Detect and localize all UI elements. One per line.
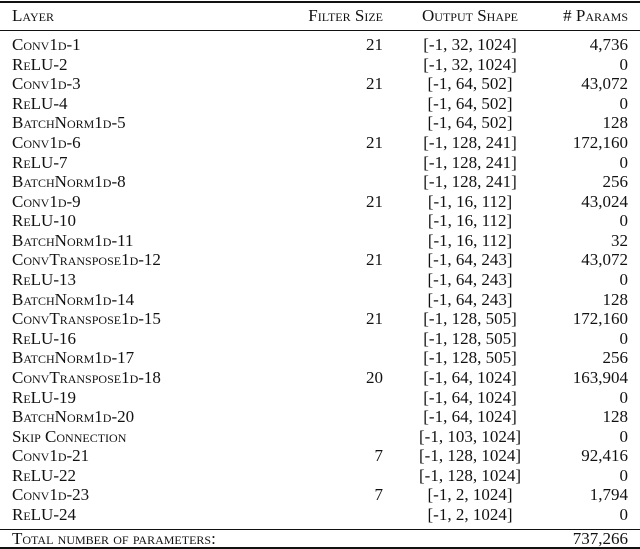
layer-name: ReLU-10 (12, 211, 76, 231)
table-cell: [-1, 64, 243] (427, 270, 513, 289)
layer-name: BatchNorm1d-8 (12, 172, 126, 192)
table-cell: [-1, 64, 243] (427, 289, 513, 309)
table-cell: 20 (366, 367, 383, 387)
table-cell: [-1, 128, 505] (423, 328, 517, 348)
table-cell: 7 (374, 446, 384, 466)
table-cell: [-1, 64, 502] (427, 113, 513, 133)
bottom-rule (0, 547, 640, 549)
table-cell: [-1, 64, 243] (427, 250, 513, 270)
layer-name: ReLU-24 (12, 505, 76, 524)
table-cell: 32 (611, 230, 628, 250)
footer-label: Total number of parameters: (12, 529, 216, 548)
layer-name: ReLU-2 (12, 54, 68, 74)
table-cell: 172,160 (572, 132, 628, 152)
table-cell: 21 (366, 191, 383, 211)
table-cell: 163,904 (572, 367, 628, 387)
table-cell: 92,416 (581, 446, 628, 466)
table-cell: 0 (619, 211, 629, 231)
table-cell: [-1, 128, 505] (423, 309, 517, 329)
header-cell: Filter Size (308, 6, 383, 25)
table-cell: 43,072 (581, 74, 628, 94)
table-cell: 128 (602, 407, 629, 427)
table-cell: 128 (602, 113, 629, 133)
table-cell: [-1, 128, 1024] (419, 465, 521, 485)
table-cell: [-1, 128, 241] (423, 152, 517, 172)
layer-name: Conv1d-1 (12, 35, 81, 54)
table-cell: 0 (619, 152, 629, 172)
layer-name: ReLU-7 (12, 152, 68, 172)
layer-name: Conv1d-23 (12, 485, 90, 505)
table-cell: [-1, 128, 241] (423, 132, 517, 152)
table-cell: [-1, 128, 241] (423, 172, 517, 192)
table-cell: 256 (602, 172, 629, 192)
table-cell: [-1, 2, 1024] (427, 505, 513, 524)
layer-name: ConvTranspose1d-18 (12, 367, 161, 387)
header-cell: # Params (563, 6, 628, 25)
table-cell: 21 (366, 132, 383, 152)
layer-name: Conv1d-21 (12, 446, 90, 466)
table-cell: [-1, 32, 1024] (423, 54, 517, 74)
table-cell: 21 (366, 250, 383, 270)
table-cell: 43,072 (581, 250, 628, 270)
layer-name: BatchNorm1d-11 (12, 230, 134, 250)
layer-name: BatchNorm1d-17 (12, 348, 135, 368)
table-cell: 0 (619, 93, 629, 113)
table-cell: [-1, 64, 502] (427, 74, 513, 94)
table-cell: 0 (619, 505, 629, 524)
table-cell: 128 (602, 289, 629, 309)
table-cell: 7 (374, 485, 384, 505)
layer-name: Conv1d-9 (12, 191, 81, 211)
header-cell: Layer (12, 6, 54, 25)
table-cell: 0 (619, 328, 629, 348)
table-cell: [-1, 64, 502] (427, 93, 513, 113)
layer-name: ReLU-13 (12, 270, 76, 289)
table-cell: [-1, 16, 112] (427, 211, 513, 231)
layer-name: ReLU-4 (12, 93, 68, 113)
table-cell: [-1, 32, 1024] (423, 35, 517, 54)
table-cell: [-1, 64, 1024] (423, 387, 517, 407)
table-cell: 0 (619, 54, 629, 74)
table-cell: 43,024 (581, 191, 628, 211)
table-cell: 0 (619, 426, 629, 446)
layer-name: ReLU-22 (12, 465, 76, 485)
layer-name: Skip Connection (12, 426, 127, 446)
table-cell: 21 (366, 309, 383, 329)
table-cell: [-1, 103, 1024] (419, 426, 521, 446)
table-cell: [-1, 128, 1024] (419, 446, 521, 466)
layer-name: Conv1d-3 (12, 74, 81, 94)
table-cell: [-1, 16, 112] (427, 191, 513, 211)
footer-total: 737,266 (572, 529, 628, 548)
table-cell: [-1, 2, 1024] (427, 485, 513, 505)
layer-name: ReLU-16 (12, 328, 76, 348)
layer-name: Conv1d-6 (12, 132, 81, 152)
table-cell: 1,794 (589, 485, 628, 505)
table-cell: 0 (619, 387, 629, 407)
layer-name: BatchNorm1d-20 (12, 407, 135, 427)
table-cell: 256 (602, 348, 629, 368)
table-cell: 21 (366, 35, 383, 54)
layer-name: ConvTranspose1d-15 (12, 309, 161, 329)
table-cell: [-1, 64, 1024] (423, 407, 517, 427)
header-rule (0, 30, 640, 31)
table-cell: [-1, 16, 112] (427, 230, 513, 250)
table-cell: 0 (619, 465, 629, 485)
layer-name: BatchNorm1d-5 (12, 113, 126, 133)
footer-rule (0, 529, 640, 530)
top-rule (0, 1, 640, 3)
table-cell: 4,736 (589, 35, 628, 54)
layer-name: ReLU-19 (12, 387, 76, 407)
table-cell: 0 (619, 270, 629, 289)
table-cell: [-1, 128, 505] (423, 348, 517, 368)
layer-name: ConvTranspose1d-12 (12, 250, 161, 270)
table-cell: 21 (366, 74, 383, 94)
layer-name: BatchNorm1d-14 (12, 289, 135, 309)
table-cell: 172,160 (572, 309, 628, 329)
header-cell: Output Shape (422, 6, 518, 25)
table-cell: [-1, 64, 1024] (423, 367, 517, 387)
